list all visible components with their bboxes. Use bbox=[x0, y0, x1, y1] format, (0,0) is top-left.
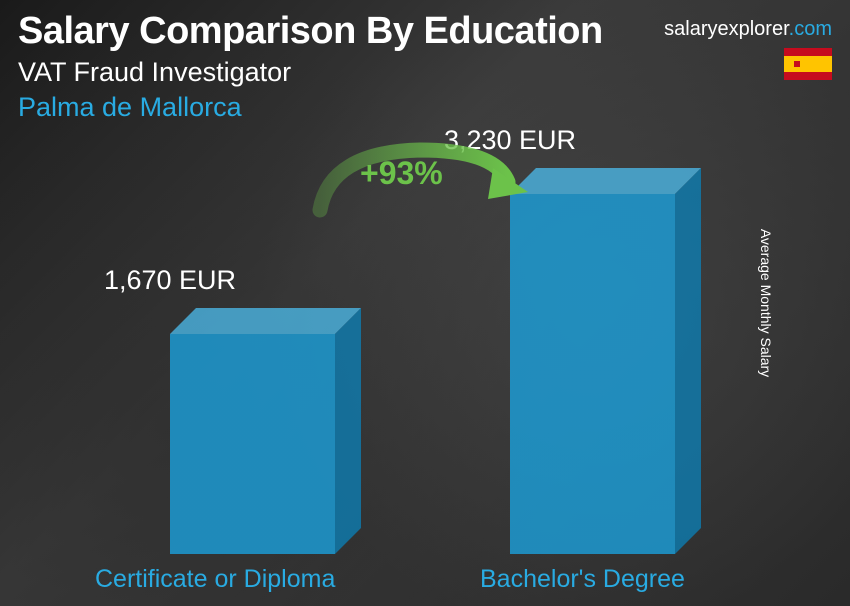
bar-side-face bbox=[335, 308, 361, 554]
spain-flag-icon bbox=[784, 48, 832, 80]
bar-value-label: 1,670 EUR bbox=[75, 265, 266, 296]
increase-percentage: +93% bbox=[360, 155, 443, 192]
bar-category-label: Certificate or Diploma bbox=[95, 565, 335, 594]
job-subtitle: VAT Fraud Investigator bbox=[18, 57, 832, 88]
brand-logo: salaryexplorer.com bbox=[664, 18, 832, 41]
bar-front-face bbox=[510, 194, 675, 554]
brand-domain: .com bbox=[789, 18, 832, 40]
bar-category-label: Bachelor's Degree bbox=[480, 565, 685, 594]
brand-name: salaryexplorer bbox=[664, 18, 789, 40]
bar-front-face bbox=[170, 334, 335, 554]
y-axis-label: Average Monthly Salary bbox=[758, 229, 774, 377]
bar-side-face bbox=[675, 168, 701, 554]
location: Palma de Mallorca bbox=[18, 92, 832, 123]
bar-top-face bbox=[170, 308, 361, 334]
